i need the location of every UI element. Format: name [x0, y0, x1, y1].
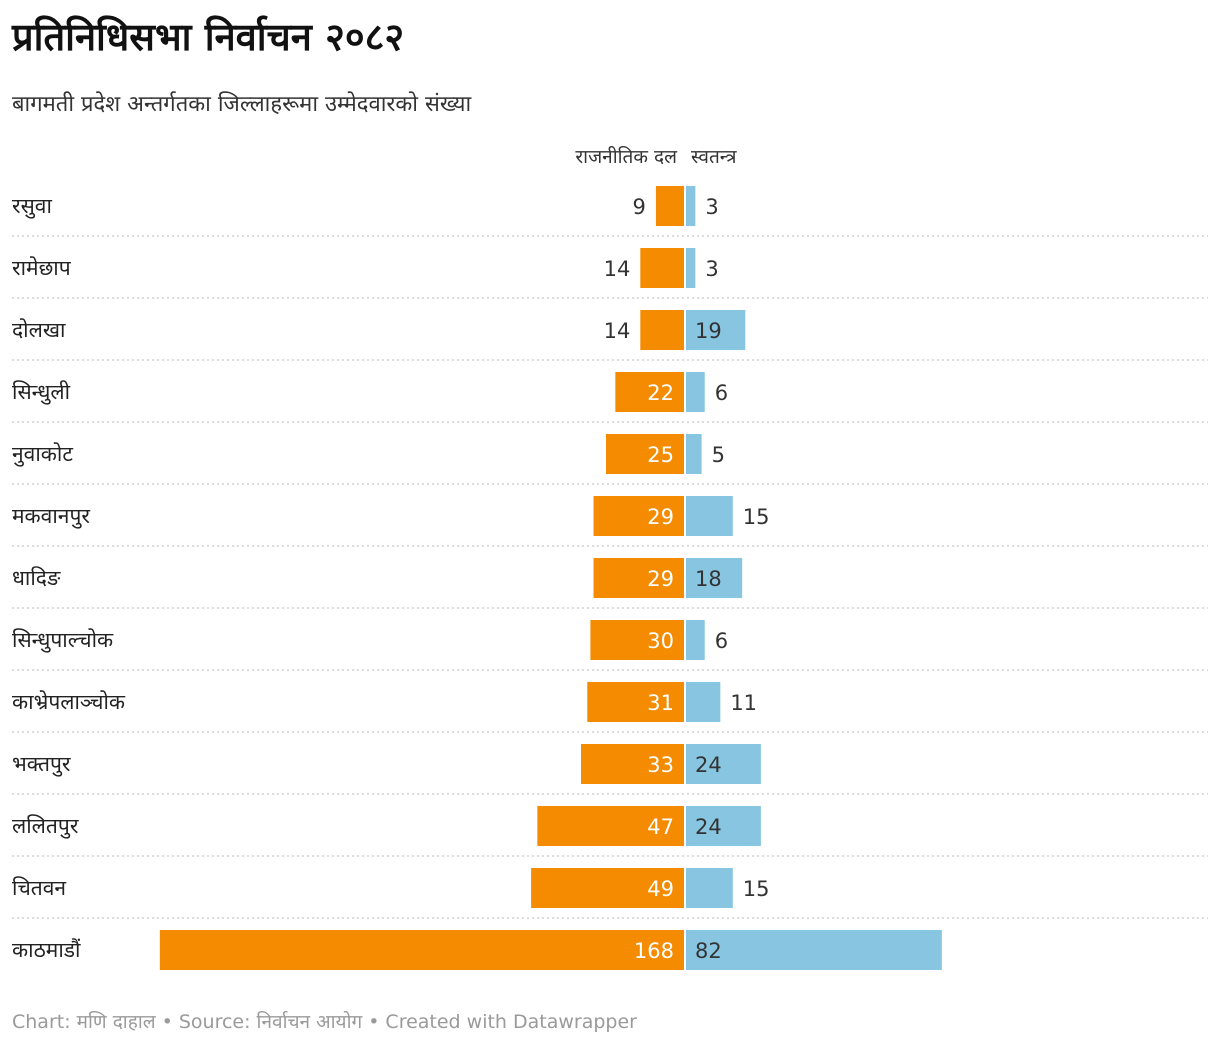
bar-independent-value: 3 — [705, 257, 718, 281]
bar-party — [537, 806, 684, 846]
bar-independent-value: 18 — [695, 567, 722, 591]
footer-source: Source: निर्वाचन आयोग — [178, 1011, 363, 1033]
bar-party — [640, 310, 684, 350]
category-label: मकवानपुर — [12, 504, 90, 529]
bar-independent-value: 19 — [695, 319, 722, 343]
footer-separator: • — [368, 1011, 380, 1033]
bar-party — [606, 434, 684, 474]
category-label: ललितपुर — [12, 814, 79, 839]
bar-independent — [686, 682, 721, 722]
bar-party — [590, 620, 684, 660]
bar-party-value: 9 — [633, 195, 646, 219]
bar-party — [587, 682, 684, 722]
chart-title: प्रतिनिधिसभा निर्वाचन २०८२ — [12, 15, 405, 59]
bar-independent — [686, 744, 761, 784]
bar-independent — [686, 620, 705, 660]
bar-independent-value: 82 — [695, 939, 722, 963]
bar-independent-value: 15 — [743, 877, 770, 901]
bar-party-value: 14 — [604, 257, 631, 281]
bar-party-value: 25 — [647, 443, 674, 467]
bar-independent — [686, 930, 942, 970]
bar-party — [531, 868, 684, 908]
bar-independent — [686, 248, 696, 288]
diverging-bar-chart: राजनीतिक दल स्वतन्त्र रसुवा 9 3 रामेछाप 14 3 दोल… — [12, 145, 1208, 970]
bar-independent-value: 5 — [712, 443, 725, 467]
bar-independent-value: 15 — [743, 505, 770, 529]
chart-subtitle: बागमती प्रदेश अन्तर्गतका जिल्लाहरूमा उम्… — [12, 92, 472, 117]
bar-party — [159, 930, 685, 970]
bar-independent — [686, 496, 733, 536]
bar-independent — [686, 868, 733, 908]
bar-party — [615, 372, 684, 412]
chart-footer: Chart: मणि दाहाल • Source: निर्वाचन आयोग • C… — [12, 1008, 637, 1034]
category-label: धादिङ — [12, 566, 61, 590]
footer-author: Chart: मणि दाहाल — [12, 1011, 156, 1033]
bar-independent-value: 24 — [695, 815, 722, 839]
category-label: काभ्रेपलाञ्चोक — [12, 690, 126, 714]
category-label: सिन्धुपाल्चोक — [12, 628, 114, 653]
bar-party-value: 33 — [647, 753, 674, 777]
footer-separator: • — [161, 1011, 173, 1033]
bar-party-value: 14 — [604, 319, 631, 343]
bar-independent — [686, 434, 702, 474]
category-label: नुवाकोट — [12, 442, 73, 467]
category-label: रामेछाप — [12, 256, 72, 280]
bar-party-value: 168 — [634, 939, 674, 963]
bar-party-value: 49 — [647, 877, 674, 901]
bar-independent — [686, 558, 743, 598]
bar-independent-value: 6 — [715, 629, 728, 653]
bar-party — [640, 248, 684, 288]
bar-independent — [686, 310, 746, 350]
legend-party: राजनीतिक दल — [575, 145, 678, 168]
category-label: दोलखा — [12, 318, 66, 342]
category-label: सिन्धुली — [12, 380, 71, 405]
bar-independent-value: 6 — [715, 381, 728, 405]
bar-party-value: 31 — [647, 691, 674, 715]
category-label: भक्तपुर — [12, 752, 71, 777]
legend-independent: स्वतन्त्र — [691, 146, 737, 168]
category-label: रसुवा — [12, 194, 52, 219]
bar-party — [655, 186, 684, 226]
bar-party — [593, 496, 684, 536]
bar-party-value: 29 — [647, 505, 674, 529]
bar-party — [581, 744, 684, 784]
bar-independent-value: 24 — [695, 753, 722, 777]
bar-party-value: 30 — [647, 629, 674, 653]
bar-party-value: 29 — [647, 567, 674, 591]
footer-credit[interactable]: Created with Datawrapper — [385, 1011, 637, 1033]
bar-party — [593, 558, 684, 598]
bar-party-value: 47 — [647, 815, 674, 839]
category-label: काठमाडौं — [12, 938, 81, 962]
bar-party-value: 22 — [647, 381, 674, 405]
bar-independent-value: 11 — [730, 691, 757, 715]
bar-independent — [686, 372, 705, 412]
bar-independent — [686, 186, 696, 226]
category-label: चितवन — [12, 876, 66, 900]
bar-independent-value: 3 — [705, 195, 718, 219]
bar-independent — [686, 806, 761, 846]
